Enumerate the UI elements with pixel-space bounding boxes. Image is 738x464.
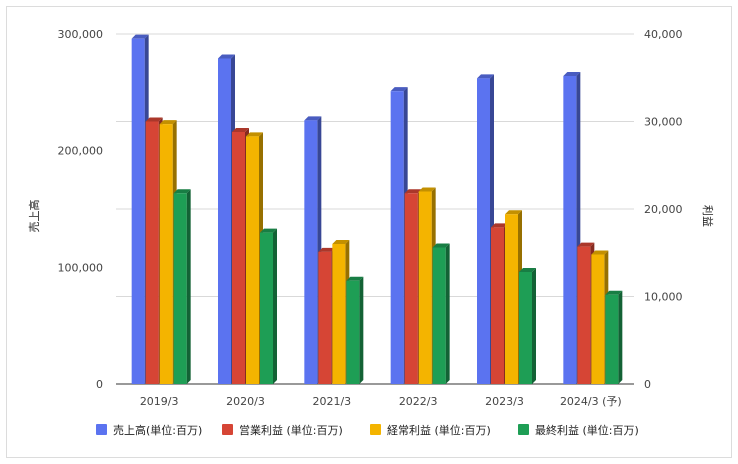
legend-label: 売上高(単位:百万) [113, 423, 202, 437]
bar-top [159, 120, 177, 125]
bar-front [218, 58, 231, 384]
bar-top [131, 34, 149, 39]
legend: 売上高(単位:百万) 営業利益 (単位:百万) 経常利益 (単位:百万) 最終利益 (… [96, 423, 639, 437]
legend-item[interactable]: 営業利益 (単位:百万) [222, 423, 343, 437]
bar-front [318, 251, 332, 384]
bar-front [491, 227, 504, 384]
bar-front [159, 124, 173, 384]
left-tick-label: 100,000 [58, 261, 104, 274]
bar-top [260, 228, 277, 233]
bar-top [563, 72, 581, 76]
left-tick-label: 300,000 [58, 28, 104, 41]
bar-front [131, 38, 145, 385]
bar-front [563, 76, 577, 384]
bar-front [477, 78, 490, 384]
bar-side [532, 268, 536, 384]
legend-swatch [222, 424, 233, 435]
bar-top [246, 132, 263, 137]
legend-item[interactable]: 経常利益 (単位:百万) [370, 423, 491, 437]
legend-item[interactable]: 最終利益 (単位:百万) [518, 423, 639, 437]
bar-top [346, 276, 364, 281]
right-tick-label: 10,000 [644, 291, 683, 304]
legend-label: 最終利益 (単位:百万) [535, 423, 639, 437]
bar [605, 290, 623, 384]
x-tick-label: 2024/3 (予) [560, 395, 622, 408]
bar [346, 276, 364, 384]
bar-top [318, 247, 336, 252]
right-axis-title: 利益 [701, 205, 715, 227]
left-tick-label: 200,000 [58, 145, 104, 158]
bar-front [246, 136, 259, 384]
bar-top [505, 210, 522, 215]
x-tick-label: 2019/3 [140, 395, 179, 408]
right-tick-label: 0 [644, 378, 651, 391]
bar-top [491, 223, 508, 228]
bar-top [477, 74, 494, 79]
gridlines [116, 33, 634, 385]
bar-side [618, 290, 623, 384]
bar-top [332, 240, 350, 244]
left-axis-title: 売上高 [27, 200, 41, 233]
legend-swatch [96, 424, 107, 435]
bar-front [304, 120, 318, 384]
x-tick-label: 2020/3 [226, 395, 265, 408]
bar [173, 189, 191, 384]
bar-front [591, 254, 605, 384]
bar-top [591, 250, 609, 255]
legend-swatch [518, 424, 529, 435]
bar-side [273, 228, 277, 384]
bar [519, 268, 536, 384]
bar-top [173, 189, 191, 194]
bar-top [390, 87, 408, 92]
bar-top [432, 243, 450, 248]
bar-top [404, 189, 422, 194]
bar-top [577, 242, 595, 247]
legend-swatch [370, 424, 381, 435]
bar-top [304, 116, 322, 121]
bar-top [418, 187, 436, 192]
legend-item[interactable]: 売上高(単位:百万) [96, 423, 202, 437]
legend-label: 営業利益 (単位:百万) [239, 423, 343, 437]
x-tick-label: 2022/3 [399, 395, 438, 408]
bars [131, 34, 623, 385]
right-tick-label: 30,000 [644, 116, 683, 129]
bar-front [232, 132, 245, 384]
bar-top [605, 290, 623, 295]
bar-front [432, 247, 446, 384]
bar-top [218, 54, 235, 59]
legend-label: 経常利益 (単位:百万) [387, 423, 491, 437]
bar [432, 243, 450, 384]
bar-front [332, 244, 346, 384]
bar-front [260, 232, 273, 384]
bar-side [186, 189, 191, 384]
bar-front [605, 294, 619, 384]
left-axis-ticks: 0 100,000 200,000 300,000 [58, 28, 104, 391]
x-tick-label: 2021/3 [312, 395, 351, 408]
bar-front [519, 272, 532, 384]
bar-top [232, 128, 249, 132]
bar-top [145, 117, 163, 122]
bar-front [418, 191, 432, 384]
bar-top [519, 268, 536, 272]
bar-front [173, 193, 187, 384]
right-axis-ticks: 0 10,000 20,000 30,000 40,000 [644, 28, 683, 391]
bar [260, 228, 277, 384]
right-tick-label: 20,000 [644, 203, 683, 216]
right-tick-label: 40,000 [644, 28, 683, 41]
bar-side [445, 243, 450, 384]
bar-front [346, 280, 360, 384]
bar-front [577, 246, 591, 384]
bar-front [505, 214, 518, 384]
bar-front [390, 91, 404, 385]
x-tick-label: 2023/3 [485, 395, 524, 408]
left-tick-label: 0 [96, 378, 103, 391]
bar-side [359, 276, 364, 384]
x-axis-ticks: 2019/3 2020/3 2021/3 2022/3 2023/3 2024/3 (予) [140, 395, 622, 408]
bar-front [404, 193, 418, 384]
bar-front [145, 121, 159, 384]
